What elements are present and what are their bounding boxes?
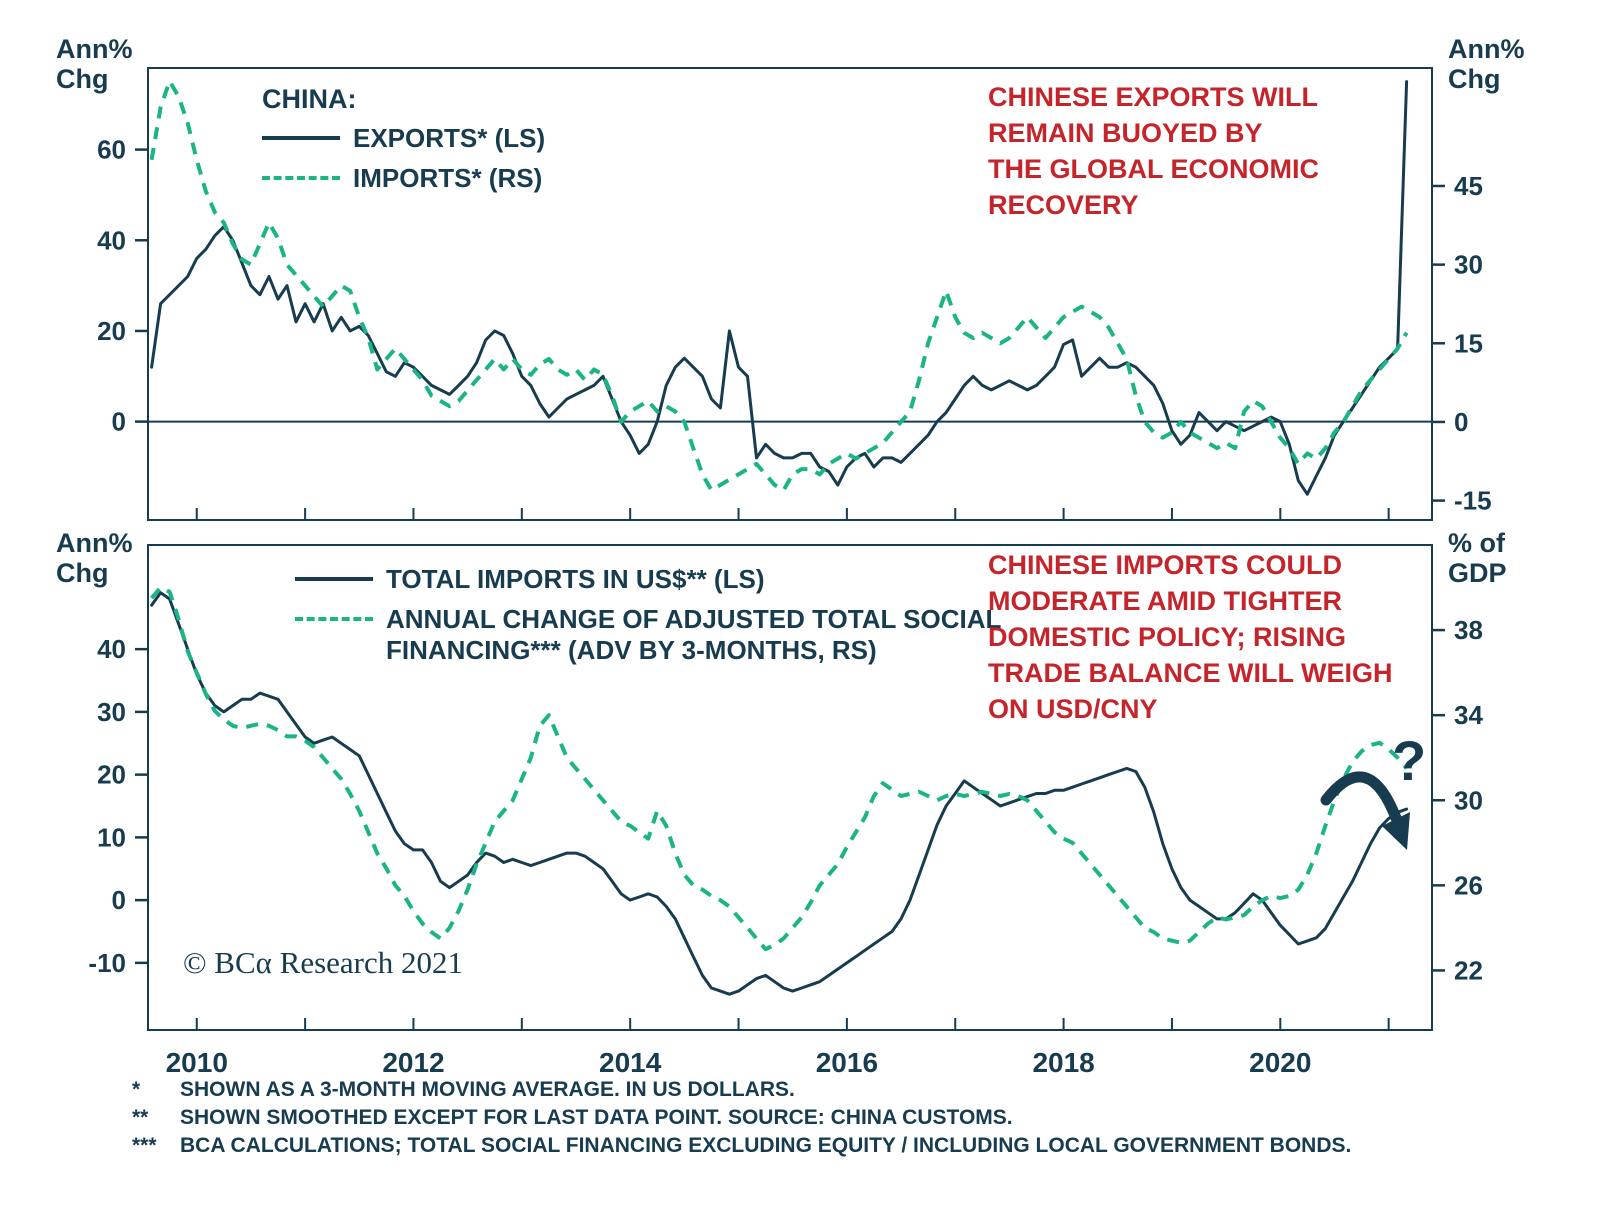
exports-line — [150, 80, 1409, 496]
left-axis-tick-label: 40 — [97, 225, 126, 255]
x-axis-year-label: 2010 — [166, 1047, 228, 1078]
right-axis-tick-label: 22 — [1454, 955, 1483, 985]
tsf-line — [150, 585, 1409, 952]
left-axis-tick-label: -10 — [88, 948, 126, 978]
footnotes: * SHOWN AS A 3-MONTH MOVING AVERAGE. IN … — [132, 1076, 1482, 1160]
x-axis-year-label: 2020 — [1249, 1047, 1311, 1078]
bottom-legend: TOTAL IMPORTS IN US$** (LS) ANNUAL CHANG… — [295, 556, 1001, 667]
right-axis-tick-label: 38 — [1454, 615, 1483, 645]
left-axis-tick-label: 40 — [97, 634, 126, 664]
bottom-annotation: CHINESE IMPORTS COULD MODERATE AMID TIGH… — [988, 550, 1393, 724]
imports-line-sample-icon — [262, 175, 340, 180]
right-axis-tick-label: 45 — [1454, 171, 1483, 201]
footnote-3: *** BCA CALCULATIONS; TOTAL SOCIAL FINAN… — [132, 1132, 1482, 1160]
legend-item-total-imports: TOTAL IMPORTS IN US$** (LS) — [295, 564, 1001, 596]
right-axis-tick-label: 26 — [1454, 870, 1483, 900]
down-arrow-icon — [1320, 771, 1402, 824]
left-axis-tick-label: 20 — [97, 316, 126, 346]
top-annotation: CHINESE EXPORTS WILL REMAIN BUOYED BY TH… — [988, 82, 1320, 220]
x-axis-year-label: 2018 — [1032, 1047, 1094, 1078]
question-mark: ? — [1392, 729, 1427, 792]
top-left-axis-title: Ann% Chg — [56, 34, 133, 95]
top-legend: CHINA: EXPORTS* (LS) IMPORTS* (RS) — [262, 84, 545, 194]
left-axis-tick-label: 60 — [97, 135, 126, 165]
legend-item-exports: EXPORTS* (LS) — [262, 123, 545, 155]
x-axis-year-label: 2016 — [816, 1047, 878, 1078]
footnote-1-text: SHOWN AS A 3-MONTH MOVING AVERAGE. IN US… — [180, 1078, 795, 1101]
footnote-2-text: SHOWN SMOOTHED EXCEPT FOR LAST DATA POIN… — [180, 1106, 1013, 1130]
tsf-legend-label: ANNUAL CHANGE OF ADJUSTED TOTAL SOCIAL F… — [386, 603, 1002, 666]
imports-legend-label: IMPORTS* (RS) — [353, 162, 543, 193]
left-axis-tick-label: 0 — [112, 885, 126, 915]
bottom-right-axis-title: % of GDP — [1448, 528, 1507, 589]
left-axis-tick-label: 0 — [112, 407, 126, 437]
right-axis-tick-label: 34 — [1454, 700, 1483, 730]
tsf-line-sample-icon — [295, 616, 373, 621]
legend-item-imports: IMPORTS* (RS) — [262, 163, 545, 195]
footnote-3-marker: *** — [132, 1134, 157, 1158]
top-legend-title: CHINA: — [262, 84, 357, 114]
copyright: © BCα Research 2021 — [183, 945, 463, 980]
panel-frame — [147, 544, 1433, 1031]
x-axis-year-label: 2014 — [599, 1047, 662, 1078]
total-imports-line-sample-icon — [295, 577, 373, 581]
x-axis-year-label: 2012 — [382, 1047, 444, 1078]
top-right-axis-title: Ann% Chg — [1448, 34, 1525, 95]
footnote-1-marker: * — [132, 1078, 141, 1101]
footnote-3-text: BCA CALCULATIONS; TOTAL SOCIAL FINANCING… — [180, 1134, 1352, 1158]
right-axis-tick-label: -15 — [1454, 486, 1492, 516]
total-imports-legend-label: TOTAL IMPORTS IN US$** (LS) — [386, 564, 765, 594]
left-axis-tick-label: 20 — [97, 760, 126, 790]
exports-line-sample-icon — [262, 136, 340, 140]
left-axis-tick-label: 10 — [97, 822, 126, 852]
footnote-2-marker: ** — [132, 1106, 149, 1130]
right-axis-tick-label: 30 — [1454, 250, 1483, 280]
right-axis-tick-label: 30 — [1454, 785, 1483, 815]
footnote-2: ** SHOWN SMOOTHED EXCEPT FOR LAST DATA P… — [132, 1104, 1482, 1132]
bottom-left-axis-title: Ann% Chg — [56, 528, 133, 589]
total-imports-line — [150, 591, 1409, 996]
imports-line — [149, 79, 1409, 493]
left-axis-tick-label: 30 — [97, 697, 126, 727]
exports-legend-label: EXPORTS* (LS) — [353, 123, 546, 153]
panel-frame — [147, 67, 1433, 521]
right-axis-tick-label: 15 — [1454, 328, 1483, 358]
right-axis-tick-label: 0 — [1454, 407, 1468, 437]
down-arrow-head-icon — [1382, 812, 1410, 850]
footnote-1: * SHOWN AS A 3-MONTH MOVING AVERAGE. IN … — [132, 1076, 1482, 1104]
legend-item-tsf: ANNUAL CHANGE OF ADJUSTED TOTAL SOCIAL F… — [295, 604, 1001, 667]
